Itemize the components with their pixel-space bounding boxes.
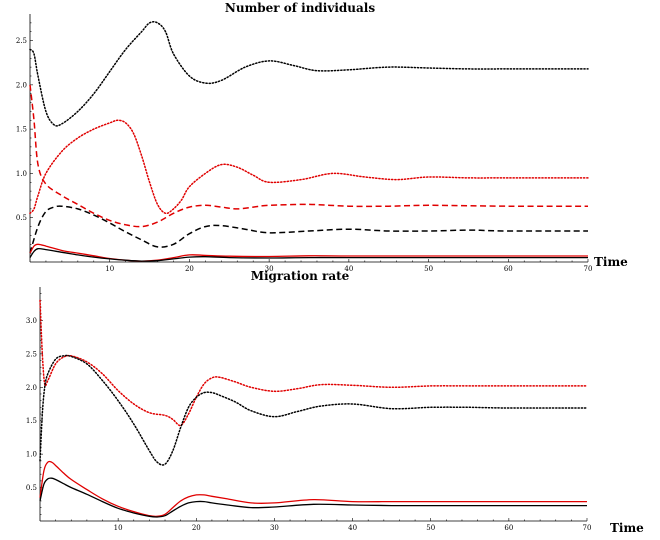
series-line-solid xyxy=(39,460,587,518)
series-layer xyxy=(39,299,588,518)
y-tick-label: 2.5 xyxy=(16,37,27,45)
series-line-dashed xyxy=(29,205,589,254)
x-tick-label: 60 xyxy=(504,524,513,532)
x-tick-label: 10 xyxy=(105,265,114,273)
x-tick-label: 20 xyxy=(185,265,194,273)
x-tick-label: 70 xyxy=(583,524,592,532)
chart-number-of-individuals: Number of individuals Time 10 20 30 40 50 60 7… xyxy=(16,1,628,273)
x-tick-label: 40 xyxy=(344,265,353,273)
x-tick-label: 30 xyxy=(265,265,274,273)
x-axis-label: Time xyxy=(594,255,628,269)
series-line-dotted xyxy=(39,299,588,427)
y-tick-label: 3.0 xyxy=(26,317,37,325)
series-line-solid xyxy=(39,477,587,518)
series-line-dotted xyxy=(39,354,588,466)
chart-title: Migration rate xyxy=(251,269,350,283)
series-layer xyxy=(29,21,589,262)
y-tick-label: 0.5 xyxy=(26,484,37,492)
series-line-dotted xyxy=(29,21,589,127)
y-tick-label: 1.5 xyxy=(26,417,37,425)
y-tick-label: 0.5 xyxy=(16,214,27,222)
x-tick-label: 40 xyxy=(348,524,357,532)
y-tick-label: 1.0 xyxy=(16,170,27,178)
x-tick-label: 60 xyxy=(504,265,513,273)
x-tick-label: 50 xyxy=(424,265,433,273)
axes: 10 20 30 40 50 60 70 0.5 1.0 1.5 2.0 2.5 xyxy=(16,14,593,273)
series-line-dotted xyxy=(29,119,589,215)
x-tick-label: 50 xyxy=(426,524,435,532)
x-tick-label: 20 xyxy=(192,524,201,532)
x-tick-label: 10 xyxy=(114,524,123,532)
x-axis-label: Time xyxy=(610,521,644,535)
y-tick-label: 2.0 xyxy=(16,81,27,89)
series-line-dashed xyxy=(29,84,589,228)
x-tick-label: 70 xyxy=(584,265,593,273)
y-tick-label: 2.5 xyxy=(26,350,37,358)
axes: 10 20 30 40 50 60 70 0.5 1.0 1.5 2.0 2.5 3.0 xyxy=(26,287,592,532)
x-tick-label: 30 xyxy=(270,524,279,532)
chart-migration-rate: Migration rate Time 10 20 30 40 50 60 70 0.5 1.0… xyxy=(26,269,644,535)
chart-title: Number of individuals xyxy=(225,1,375,15)
series-line-solid xyxy=(29,243,588,262)
y-tick-label: 2.0 xyxy=(26,384,37,392)
series-line-solid xyxy=(29,247,588,262)
y-tick-label: 1.0 xyxy=(26,451,37,459)
y-tick-label: 1.5 xyxy=(16,126,27,134)
